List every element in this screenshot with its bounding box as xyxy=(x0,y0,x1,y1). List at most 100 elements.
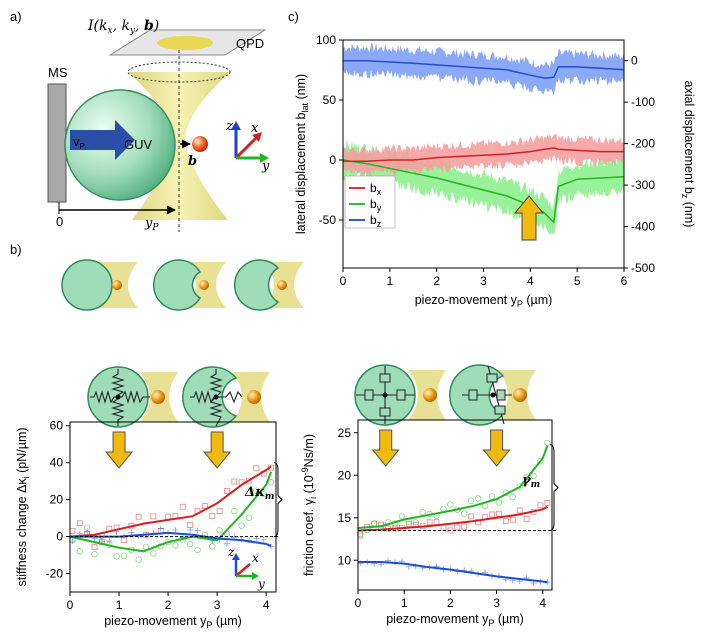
marker-y xyxy=(267,479,275,486)
marker-y xyxy=(544,439,551,447)
mini-y-label: y xyxy=(257,577,265,591)
b-label: b xyxy=(188,154,197,169)
panel-a: a) QPD I(kx, ky, b) MS vP GUV b 0 yP xyxy=(10,9,270,233)
yellow-arrow xyxy=(482,429,511,467)
qpd-spot xyxy=(157,36,213,50)
chart-c-displacement: 0 1 2 3 4 5 6-50050100-500-400-300-200-1000pie… xyxy=(294,33,696,309)
x-axis-label: piezo-movement yP (µm) xyxy=(104,614,242,630)
y-right-tick-label: -400 xyxy=(631,220,655,234)
axis-y-label: y xyxy=(261,159,270,174)
marker-x xyxy=(69,528,76,534)
marker-x xyxy=(135,513,142,520)
yp-label: yP xyxy=(144,216,159,233)
x-tick-label: 2 xyxy=(433,274,440,288)
marker-y xyxy=(530,472,537,480)
x-tick-label: 0 xyxy=(67,598,74,612)
bead xyxy=(192,136,208,152)
x-tick-label: 2 xyxy=(447,596,454,610)
marker-y xyxy=(516,483,523,490)
x-tick-label: 3 xyxy=(480,274,487,288)
ms-label: MS xyxy=(48,65,68,80)
x-tick-label: 1 xyxy=(401,596,408,610)
marker-y xyxy=(231,507,238,515)
panel-b-label: b) xyxy=(10,242,22,257)
marker-y xyxy=(370,520,378,527)
marker-y xyxy=(238,522,245,529)
fit-line-x xyxy=(69,465,272,538)
marker-y xyxy=(216,527,223,534)
marker-y xyxy=(113,553,120,560)
y-tick-label: 0 xyxy=(56,530,63,544)
y-tick-label: 40 xyxy=(50,456,64,470)
y-tick-label: 25 xyxy=(338,426,352,440)
marker-x xyxy=(224,488,230,494)
marker-x xyxy=(461,523,468,530)
schematic-1 xyxy=(61,259,138,311)
marker-y xyxy=(412,519,419,526)
legend-entry-b_x: bx xyxy=(370,181,382,197)
y-tick-label: -20 xyxy=(46,567,64,581)
x-tick-label: 4 xyxy=(527,274,534,288)
x-tick-label: 4 xyxy=(539,596,546,610)
marker-x xyxy=(201,503,208,510)
band-b_z xyxy=(343,43,624,96)
marker-y xyxy=(209,543,216,550)
marker-z xyxy=(223,540,230,547)
inset-friction-2 xyxy=(449,364,536,426)
fit-line-z xyxy=(358,561,548,584)
y-left-tick-label: 100 xyxy=(316,33,336,47)
marker-x xyxy=(165,513,171,520)
x-tick-label: 5 xyxy=(574,274,581,288)
marker-x xyxy=(209,513,216,519)
y-tick-label: 10 xyxy=(338,553,352,567)
marker-z xyxy=(84,528,91,535)
marker-y xyxy=(495,499,503,506)
marker-y xyxy=(537,457,544,465)
friction-insets xyxy=(354,364,536,426)
y-right-tick-label: 0 xyxy=(631,54,638,68)
marker-z xyxy=(106,538,113,545)
marker-x xyxy=(216,508,223,514)
marker-y xyxy=(447,501,454,508)
marker-x xyxy=(357,532,364,539)
y-axis-label: stiffness change Δκi (pN/µm) xyxy=(15,427,31,586)
yellow-arrow xyxy=(104,431,134,469)
marker-x xyxy=(91,544,98,550)
marker-x xyxy=(253,465,260,472)
fit-line-y xyxy=(69,471,273,553)
x-tick-label: 2 xyxy=(165,598,172,612)
qpd-label: QPD xyxy=(236,36,264,51)
x-tick-label: 1 xyxy=(116,598,123,612)
marker-y xyxy=(260,490,267,498)
line-b_z xyxy=(343,59,625,79)
axis-z-label: z xyxy=(225,119,233,134)
x-axis-arrow xyxy=(234,136,258,160)
marker-x xyxy=(468,513,475,520)
fit-line-x xyxy=(357,505,548,532)
x-tick-label: 6 xyxy=(621,274,628,288)
marker-x xyxy=(509,516,516,523)
x-tick-label: 3 xyxy=(493,596,500,610)
marker-x xyxy=(495,510,502,517)
mini-y-head xyxy=(252,572,259,580)
y-right-tick-label: -200 xyxy=(631,137,655,151)
marker-x xyxy=(523,516,530,522)
marker-y xyxy=(135,556,142,563)
y-right-tick-label: -100 xyxy=(631,95,655,109)
y-left-tick-label: 0 xyxy=(329,153,336,167)
marker-y xyxy=(419,509,426,516)
marker-y xyxy=(91,551,98,558)
y-left-axis-label: lateral displacement blat (nm) xyxy=(294,74,310,234)
marker-x xyxy=(502,518,509,525)
coordinate-axes: z x y xyxy=(225,119,270,174)
x-axis-label: piezo-movement yP (µm) xyxy=(386,612,524,628)
marker-z xyxy=(260,536,267,543)
legend-entry-b_y: by xyxy=(370,197,382,213)
marker-x xyxy=(440,524,447,531)
yellow-arrow xyxy=(371,429,400,467)
y-right-axis-label: axial displacement bz (nm) xyxy=(680,81,696,228)
marker-x xyxy=(544,500,551,506)
y-right-tick-label: -500 xyxy=(631,261,655,275)
x-axis-label: piezo-movement yP (µm) xyxy=(415,293,553,309)
